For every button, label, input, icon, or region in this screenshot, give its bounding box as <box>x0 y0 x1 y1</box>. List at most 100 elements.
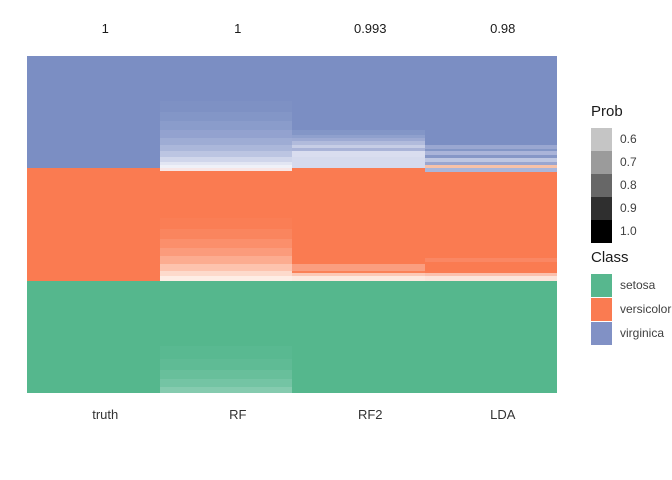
cell-stripe <box>292 168 425 265</box>
cell-stripe <box>159 170 292 218</box>
class-label: virginica <box>620 326 665 340</box>
cell-stripe <box>27 56 160 169</box>
x-axis-label-truth: truth <box>92 407 119 422</box>
band-RF2-versicolor <box>292 168 425 281</box>
prob-swatch-0.9 <box>591 197 612 220</box>
prob-label: 0.6 <box>620 132 637 146</box>
x-axis-label-RF2: RF2 <box>357 407 383 422</box>
cell-stripe <box>424 258 557 262</box>
cell-stripe <box>292 276 425 281</box>
prob-swatch-0.6 <box>591 128 612 151</box>
cell-stripe <box>424 151 557 155</box>
band-truth-virginica <box>27 56 160 169</box>
cell-stripe <box>159 112 292 122</box>
legend-prob-entry-0.9: 0.9 <box>591 197 637 220</box>
cell-stripe <box>159 239 292 249</box>
cell-stripe <box>424 56 557 145</box>
heatmap-column-LDA <box>424 56 557 393</box>
band-RF-setosa <box>159 280 292 393</box>
legend-prob-title: Prob <box>591 103 623 120</box>
cell-stripe <box>159 164 292 169</box>
cell-stripe <box>292 148 425 152</box>
band-RF2-virginica <box>292 56 425 169</box>
top-accuracy-label-truth: 1 <box>101 21 109 36</box>
class-swatch-virginica <box>591 322 612 345</box>
cell-stripe <box>159 217 292 229</box>
legend-prob-entry-0.6: 0.6 <box>591 128 637 151</box>
cell-stripe <box>424 168 557 173</box>
cell-stripe <box>159 248 292 256</box>
cell-stripe <box>159 255 292 264</box>
class-swatch-setosa <box>591 274 612 297</box>
cell-stripe <box>159 387 292 393</box>
cell-stripe <box>159 100 292 113</box>
cell-stripe <box>424 276 557 281</box>
heatmap-column-truth <box>27 56 160 393</box>
top-accuracy-label-RF2: 0.993 <box>353 21 387 36</box>
cell-stripe <box>159 157 292 162</box>
band-RF-versicolor <box>159 168 292 281</box>
cell-stripe <box>424 157 557 162</box>
heatmap-column-RF2 <box>292 56 425 393</box>
cell-stripe <box>159 56 292 101</box>
cell-stripe <box>292 141 425 145</box>
cell-stripe <box>292 137 425 142</box>
class-label: setosa <box>620 278 656 292</box>
prob-label: 1.0 <box>620 224 637 238</box>
cell-stripe <box>159 121 292 131</box>
cell-stripe <box>424 165 557 169</box>
band-truth-setosa <box>27 280 160 393</box>
band-truth-versicolor <box>27 168 160 281</box>
band-LDA-versicolor <box>424 168 557 281</box>
cell-stripe <box>424 161 557 166</box>
legend-prob-entry-1.0: 1.0 <box>591 220 637 243</box>
prob-label: 0.8 <box>620 178 637 192</box>
legend-class-entry-versicolor: versicolor <box>591 298 671 321</box>
top-accuracy-label-RF: 1 <box>234 21 242 36</box>
cell-stripe <box>424 272 557 277</box>
prob-swatch-0.7 <box>591 151 612 174</box>
legend-class-keys: setosa versicolor virginica <box>591 274 671 345</box>
cell-stripe <box>292 144 425 149</box>
cell-stripe <box>292 56 425 131</box>
cell-stripe <box>292 280 425 393</box>
cell-stripe <box>292 157 425 169</box>
band-RF-virginica <box>159 56 292 169</box>
cell-stripe <box>424 172 557 259</box>
cell-stripe <box>292 151 425 158</box>
prob-label: 0.9 <box>620 201 637 215</box>
cell-stripe <box>27 168 160 281</box>
cell-stripe <box>27 280 160 393</box>
class-label: versicolor <box>620 302 672 316</box>
band-LDA-setosa <box>424 280 557 393</box>
cell-stripe <box>159 280 292 346</box>
legend-prob: Prob 0.6 0.7 0.8 0.9 1.0 <box>591 103 637 243</box>
heatmap-plot <box>27 56 557 393</box>
legend-class-title: Class <box>591 249 629 266</box>
cell-stripe <box>159 345 292 360</box>
cell-stripe <box>159 144 292 152</box>
cell-stripe <box>159 228 292 240</box>
cell-stripe <box>292 134 425 138</box>
cell-stripe <box>159 276 292 281</box>
class-swatch-versicolor <box>591 298 612 321</box>
x-axis-label-LDA: LDA <box>490 407 516 422</box>
band-LDA-virginica <box>424 56 557 169</box>
legend-class: Class setosa versicolor virginica <box>591 249 671 346</box>
top-accuracy-labels: 1 1 0.993 0.98 <box>39 21 569 36</box>
cell-stripe <box>159 263 292 271</box>
cell-stripe <box>159 130 292 138</box>
cell-stripe <box>159 359 292 371</box>
cell-stripe <box>159 151 292 158</box>
x-axis-label-RF: RF <box>229 407 247 422</box>
prob-swatch-1.0 <box>591 220 612 243</box>
cell-stripe <box>292 273 425 277</box>
cell-stripe <box>159 370 292 380</box>
cell-stripe <box>159 270 292 277</box>
prob-swatch-0.8 <box>591 174 612 197</box>
prob-label: 0.7 <box>620 155 637 169</box>
cell-stripe <box>292 130 425 135</box>
legend-prob-entry-0.8: 0.8 <box>591 174 637 197</box>
legend-prob-entry-0.7: 0.7 <box>591 151 637 174</box>
cell-stripe <box>424 261 557 273</box>
